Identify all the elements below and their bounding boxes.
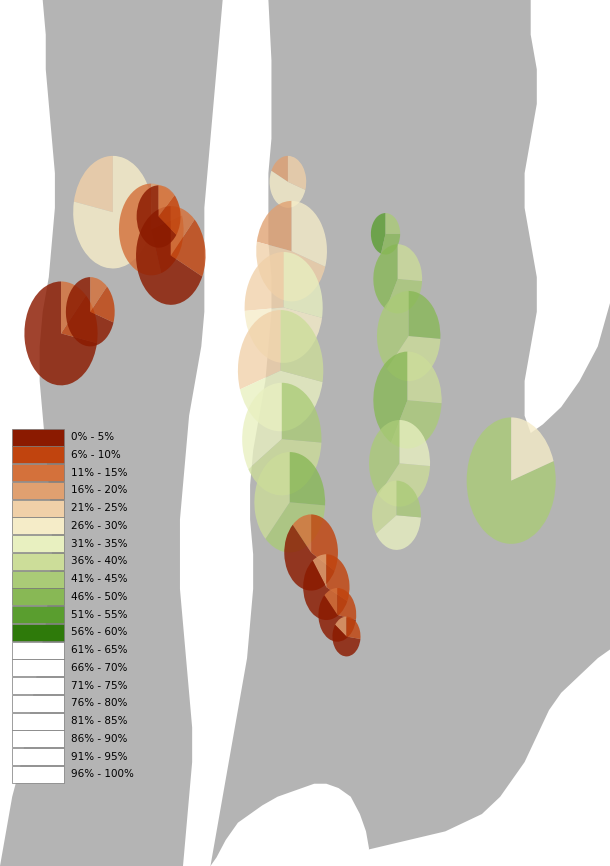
Bar (12, 571, 64, 588)
Bar (12, 606, 64, 624)
Wedge shape (245, 307, 322, 363)
Wedge shape (248, 439, 321, 495)
Wedge shape (386, 213, 400, 234)
Bar (12, 464, 64, 481)
Wedge shape (73, 156, 152, 268)
Wedge shape (90, 287, 115, 322)
Wedge shape (337, 588, 356, 620)
Wedge shape (171, 206, 195, 255)
Polygon shape (180, 0, 271, 866)
Wedge shape (245, 252, 284, 311)
Bar (12, 624, 64, 641)
Wedge shape (136, 206, 203, 305)
Polygon shape (0, 0, 55, 866)
Wedge shape (257, 201, 292, 251)
Wedge shape (386, 279, 422, 313)
Text: 66% - 70%: 66% - 70% (71, 662, 127, 673)
Wedge shape (137, 185, 176, 248)
Wedge shape (242, 383, 282, 469)
Text: 71% - 75%: 71% - 75% (71, 681, 128, 691)
Wedge shape (66, 277, 113, 346)
Bar (12, 731, 64, 747)
Wedge shape (282, 383, 321, 443)
Bar (12, 447, 64, 463)
Wedge shape (271, 156, 288, 182)
Text: 46% - 50%: 46% - 50% (71, 591, 127, 602)
Wedge shape (284, 525, 335, 591)
Polygon shape (525, 0, 610, 433)
Wedge shape (292, 201, 327, 267)
Wedge shape (265, 502, 325, 553)
Polygon shape (0, 0, 43, 346)
Wedge shape (281, 310, 323, 382)
Polygon shape (183, 784, 369, 866)
Wedge shape (61, 281, 86, 333)
Text: 26% - 30%: 26% - 30% (71, 520, 127, 531)
Text: 16% - 20%: 16% - 20% (71, 485, 127, 495)
Wedge shape (290, 452, 325, 506)
Text: 81% - 85%: 81% - 85% (71, 716, 128, 727)
Text: 51% - 55%: 51% - 55% (71, 610, 128, 620)
Wedge shape (90, 277, 107, 312)
Bar (12, 500, 64, 516)
Text: 41% - 45%: 41% - 45% (71, 574, 128, 585)
Bar (12, 766, 64, 783)
Wedge shape (372, 481, 396, 533)
Wedge shape (396, 481, 421, 518)
Wedge shape (407, 352, 442, 404)
Wedge shape (256, 242, 325, 301)
Text: 0% - 5%: 0% - 5% (71, 432, 115, 443)
Wedge shape (61, 295, 98, 343)
Bar (12, 677, 64, 695)
Text: 31% - 35%: 31% - 35% (71, 539, 128, 549)
Wedge shape (171, 219, 206, 276)
Text: 76% - 80%: 76% - 80% (71, 698, 127, 708)
Wedge shape (373, 244, 398, 309)
Wedge shape (303, 560, 347, 620)
Wedge shape (371, 213, 386, 254)
Wedge shape (387, 336, 440, 381)
Wedge shape (373, 352, 407, 443)
Wedge shape (159, 185, 174, 216)
Wedge shape (467, 417, 556, 544)
Wedge shape (391, 400, 442, 449)
Wedge shape (254, 452, 290, 539)
Text: 6% - 10%: 6% - 10% (71, 449, 121, 460)
Bar (12, 713, 64, 729)
Bar (12, 642, 64, 658)
Text: 61% - 65%: 61% - 65% (71, 645, 128, 656)
Text: 36% - 40%: 36% - 40% (71, 556, 127, 566)
Wedge shape (409, 291, 440, 339)
Bar (12, 518, 64, 534)
Text: 56% - 60%: 56% - 60% (71, 627, 127, 637)
Polygon shape (336, 650, 610, 866)
Wedge shape (398, 244, 422, 281)
Bar (12, 481, 64, 499)
Wedge shape (151, 216, 184, 273)
Wedge shape (346, 617, 361, 639)
Wedge shape (24, 281, 97, 385)
Bar (12, 535, 64, 553)
Wedge shape (119, 184, 161, 275)
Wedge shape (284, 252, 323, 318)
Wedge shape (74, 156, 113, 212)
Wedge shape (238, 310, 281, 390)
Wedge shape (379, 463, 430, 507)
Text: 91% - 95%: 91% - 95% (71, 752, 128, 762)
Wedge shape (318, 595, 356, 642)
Text: 96% - 100%: 96% - 100% (71, 769, 134, 779)
Wedge shape (293, 514, 311, 553)
Text: 86% - 90%: 86% - 90% (71, 734, 127, 744)
Wedge shape (511, 417, 553, 481)
Wedge shape (381, 234, 400, 255)
Wedge shape (159, 195, 181, 235)
Bar (12, 589, 64, 605)
Wedge shape (377, 291, 409, 369)
Wedge shape (151, 184, 182, 229)
Text: 21% - 25%: 21% - 25% (71, 503, 128, 514)
Text: 11% - 15%: 11% - 15% (71, 468, 128, 478)
Wedge shape (400, 420, 430, 466)
Wedge shape (325, 588, 337, 615)
Bar (12, 429, 64, 445)
